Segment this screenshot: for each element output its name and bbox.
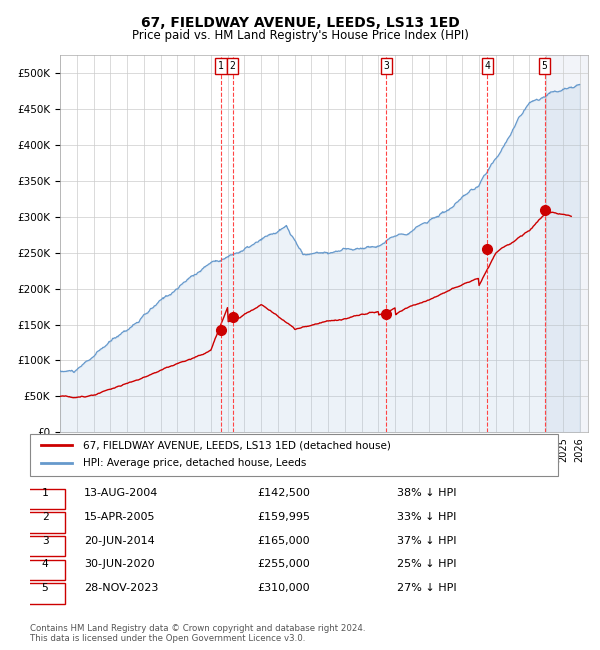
Text: 25% ↓ HPI: 25% ↓ HPI	[397, 559, 457, 569]
Text: 67, FIELDWAY AVENUE, LEEDS, LS13 1ED (detached house): 67, FIELDWAY AVENUE, LEEDS, LS13 1ED (de…	[83, 441, 391, 450]
Text: 33% ↓ HPI: 33% ↓ HPI	[397, 512, 457, 522]
Text: £142,500: £142,500	[257, 488, 310, 499]
FancyBboxPatch shape	[25, 512, 65, 532]
Text: 2: 2	[230, 61, 235, 71]
FancyBboxPatch shape	[25, 489, 65, 509]
Text: 1: 1	[218, 61, 224, 71]
Bar	[545, 55, 588, 432]
Text: 15-APR-2005: 15-APR-2005	[84, 512, 155, 522]
Text: 28-NOV-2023: 28-NOV-2023	[84, 583, 158, 593]
Text: 4: 4	[42, 559, 49, 569]
Text: 38% ↓ HPI: 38% ↓ HPI	[397, 488, 457, 499]
Text: £255,000: £255,000	[257, 559, 310, 569]
Text: 5: 5	[42, 583, 49, 593]
Text: £310,000: £310,000	[257, 583, 310, 593]
Text: 3: 3	[42, 536, 49, 545]
Text: 37% ↓ HPI: 37% ↓ HPI	[397, 536, 457, 545]
Text: Contains HM Land Registry data © Crown copyright and database right 2024.
This d: Contains HM Land Registry data © Crown c…	[30, 624, 365, 644]
Text: 4: 4	[484, 61, 490, 71]
Bar	[554, 55, 588, 432]
Text: HPI: Average price, detached house, Leeds: HPI: Average price, detached house, Leed…	[83, 458, 306, 468]
FancyBboxPatch shape	[30, 434, 558, 476]
Text: 67, FIELDWAY AVENUE, LEEDS, LS13 1ED: 67, FIELDWAY AVENUE, LEEDS, LS13 1ED	[140, 16, 460, 31]
Text: 30-JUN-2020: 30-JUN-2020	[84, 559, 155, 569]
Text: 3: 3	[383, 61, 389, 71]
FancyBboxPatch shape	[25, 536, 65, 556]
Text: 20-JUN-2014: 20-JUN-2014	[84, 536, 155, 545]
Text: 2: 2	[42, 512, 49, 522]
Text: 27% ↓ HPI: 27% ↓ HPI	[397, 583, 457, 593]
Text: £165,000: £165,000	[257, 536, 310, 545]
Text: Price paid vs. HM Land Registry's House Price Index (HPI): Price paid vs. HM Land Registry's House …	[131, 29, 469, 42]
Text: 5: 5	[542, 61, 547, 71]
FancyBboxPatch shape	[25, 560, 65, 580]
Text: 13-AUG-2004: 13-AUG-2004	[84, 488, 158, 499]
Text: £159,995: £159,995	[257, 512, 310, 522]
Text: 1: 1	[42, 488, 49, 499]
FancyBboxPatch shape	[25, 583, 65, 604]
